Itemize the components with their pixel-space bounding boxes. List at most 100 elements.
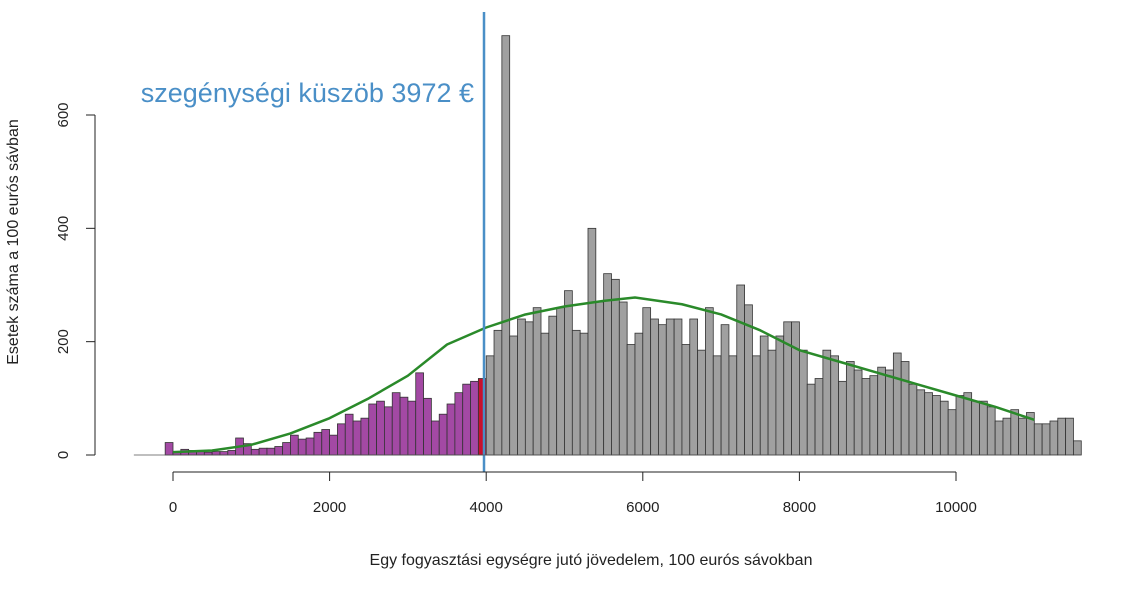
y-tick-label: 200 (55, 329, 72, 354)
histogram-bar (384, 406, 393, 456)
histogram-bar (924, 392, 933, 456)
histogram-bar (376, 400, 385, 456)
histogram-bar (939, 400, 949, 456)
x-tick-label: 6000 (626, 499, 659, 516)
histogram-bar (611, 278, 620, 456)
histogram-bar (290, 434, 299, 456)
histogram-bar (1033, 423, 1043, 456)
histogram-bar (869, 375, 879, 456)
histogram-bar (822, 349, 832, 456)
histogram-bar (752, 355, 761, 456)
histogram-bar (697, 349, 706, 456)
histogram-bar (979, 400, 988, 456)
x-tick-label: 0 (169, 499, 177, 516)
histogram-bar (556, 307, 565, 456)
histogram-bar (211, 451, 221, 456)
histogram-bars (164, 35, 1082, 456)
histogram-bar (618, 301, 628, 456)
histogram-bar (728, 355, 738, 456)
x-tick-label: 8000 (783, 499, 816, 516)
histogram-bar (705, 307, 714, 456)
histogram-bar (430, 420, 440, 456)
histogram-bar (548, 315, 558, 456)
histogram-bar (861, 378, 871, 456)
histogram-bar (1057, 417, 1067, 456)
histogram-bar (775, 335, 785, 456)
histogram-bar (681, 344, 691, 456)
histogram-bar (892, 352, 902, 456)
histogram-bar (963, 392, 973, 456)
histogram-bar (360, 417, 370, 456)
histogram-bar (806, 383, 816, 456)
histogram-bar (391, 392, 401, 456)
histogram-bar (799, 349, 808, 456)
y-axis-title: Esetek száma a 100 eurós sávban (5, 119, 22, 364)
threshold-annotation: szegénységi küszöb 3972 € (141, 78, 474, 108)
histogram-bar (274, 446, 284, 456)
histogram-bar (399, 396, 409, 456)
histogram-bar (282, 442, 291, 456)
histogram-bar (595, 301, 605, 456)
histogram-bar (689, 318, 699, 456)
histogram-bar (955, 395, 965, 456)
histogram-bar (971, 400, 980, 456)
histogram-bar (540, 332, 550, 456)
histogram-bar (250, 448, 260, 456)
histogram-bar (1018, 417, 1027, 456)
histogram-bar (203, 451, 213, 456)
histogram-bar (415, 372, 424, 456)
histogram-bar (164, 442, 174, 456)
histogram-bar (219, 451, 229, 456)
density-curve-layer (172, 296, 1035, 454)
axes: 0 2000 4000 6000 8000 10000 0 200 400 600 (55, 102, 1050, 516)
histogram-bar (524, 321, 534, 456)
histogram-bar (337, 423, 346, 456)
histogram-bar (438, 413, 448, 456)
histogram-bar (650, 318, 659, 456)
histogram-bar (1049, 420, 1059, 456)
histogram-bar (532, 307, 542, 456)
histogram-bar (845, 361, 855, 456)
histogram-bar (470, 380, 479, 456)
histogram-bar (509, 335, 518, 456)
histogram-bar (564, 290, 573, 456)
histogram-bar (344, 413, 354, 456)
histogram-bar (673, 318, 683, 456)
histogram-bar (791, 321, 800, 456)
histogram-bar (900, 361, 910, 456)
histogram-bar (1002, 417, 1012, 456)
y-tick-label: 600 (55, 102, 72, 127)
density-curve (172, 296, 1035, 454)
histogram-bar (501, 35, 511, 456)
histogram-bar (266, 447, 276, 456)
histogram-bar (767, 349, 777, 456)
histogram-bar (352, 420, 362, 456)
histogram-bar (423, 397, 432, 456)
histogram-bar (368, 403, 377, 456)
histogram-bar (853, 369, 863, 456)
histogram-bar (1073, 440, 1082, 456)
histogram-bar (305, 437, 315, 456)
histogram-bar (517, 318, 526, 456)
histogram-bar (493, 329, 503, 456)
y-tick-label: 400 (55, 216, 72, 241)
histogram-bar (329, 434, 338, 456)
histogram-bar (571, 329, 581, 456)
x-tick-label: 2000 (313, 499, 346, 516)
histogram-bar (736, 284, 745, 456)
histogram-bar (258, 447, 268, 456)
x-axis-title: Egy fogyasztási egységre jutó jövedelem,… (370, 552, 813, 569)
histogram-bar (908, 383, 918, 456)
histogram-bar (1065, 417, 1074, 456)
histogram-bar (932, 395, 941, 456)
histogram-bar (916, 389, 926, 456)
histogram-bar (658, 324, 667, 456)
histogram-bar (321, 429, 330, 456)
histogram-bar (297, 438, 307, 456)
x-tick-label: 4000 (470, 499, 503, 516)
histogram-bar (986, 406, 996, 456)
histogram-bar (830, 355, 839, 456)
histogram-bar (454, 392, 464, 456)
histogram-bar (838, 380, 847, 456)
